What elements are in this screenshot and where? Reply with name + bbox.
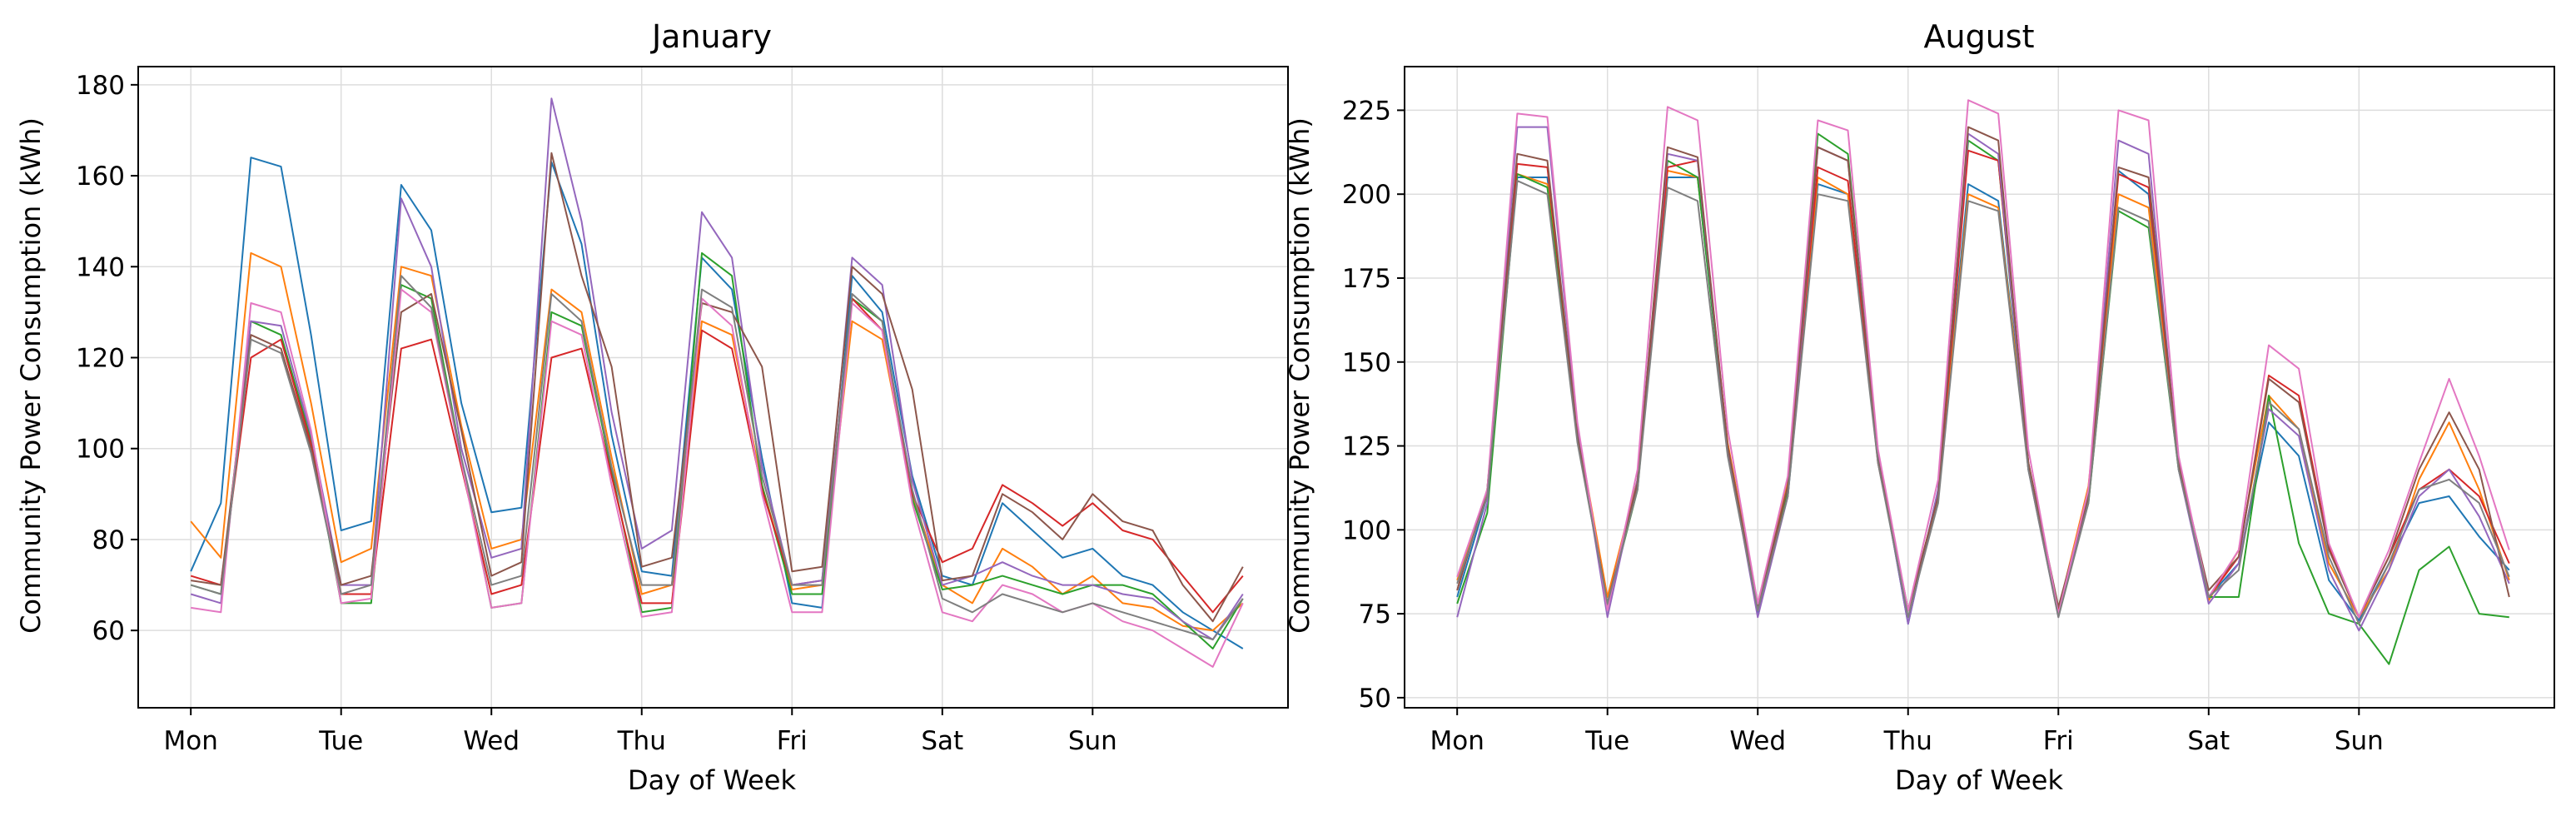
x-tick-label: Mon xyxy=(1430,726,1484,756)
january-chart: January Day of Week Community Power Cons… xyxy=(15,18,1289,796)
series-line-4 xyxy=(190,97,1244,641)
y-tick-label: 100 xyxy=(1342,515,1391,545)
y-tick-label: 80 xyxy=(92,525,125,555)
y-tick-label: 180 xyxy=(76,71,125,101)
grid xyxy=(1405,67,2554,708)
x-tick-label: Tue xyxy=(1584,726,1629,756)
y-tick-label: 75 xyxy=(1359,600,1391,629)
plot-lines xyxy=(1456,99,2510,665)
chart-title: August xyxy=(1924,18,2035,55)
y-axis-label: Community Power Consumption (kWh) xyxy=(15,117,47,634)
series-line-7 xyxy=(190,275,1244,641)
series-line-1 xyxy=(190,251,1244,632)
y-tick-label: 100 xyxy=(76,435,125,465)
x-ticks: Mon Tue Wed Thu Fri Sat Sun xyxy=(1430,708,2384,756)
y-tick-label: 175 xyxy=(1342,264,1391,294)
x-axis-label: Day of Week xyxy=(1895,764,2064,796)
y-tick-label: 120 xyxy=(76,344,125,374)
plot-lines xyxy=(190,97,1244,668)
x-axis-label: Day of Week xyxy=(628,764,797,796)
y-tick-label: 60 xyxy=(92,616,125,646)
plot-frame xyxy=(1404,66,2555,709)
y-tick-label: 225 xyxy=(1342,96,1391,126)
x-tick-label: Mon xyxy=(163,726,217,756)
x-tick-label: Wed xyxy=(1729,726,1786,756)
series-line-6 xyxy=(1456,99,2510,619)
plot-frame xyxy=(137,66,1289,709)
series-line-5 xyxy=(191,152,1244,623)
x-tick-label: Sat xyxy=(921,726,963,756)
y-ticks: 60 80 100 120 140 160 180 xyxy=(76,71,138,646)
y-tick-label: 150 xyxy=(1342,348,1391,378)
x-tick-label: Sun xyxy=(2335,726,2384,756)
x-tick-label: Sat xyxy=(2187,726,2230,756)
y-ticks: 50 75 100 125 150 175 200 225 xyxy=(1342,96,1405,714)
series-line-3 xyxy=(190,297,1244,614)
chart-title: January xyxy=(650,18,772,55)
y-axis-label: Community Power Consumption (kWh) xyxy=(1284,117,1315,634)
x-tick-label: Wed xyxy=(463,726,520,756)
series-line-0 xyxy=(190,157,1244,649)
y-tick-label: 140 xyxy=(76,252,125,282)
x-tick-label: Thu xyxy=(1883,726,1932,756)
x-tick-label: Thu xyxy=(617,726,666,756)
y-tick-label: 50 xyxy=(1359,684,1391,714)
x-tick-label: Fri xyxy=(777,726,808,756)
series-line-2 xyxy=(190,251,1244,649)
series-line-7 xyxy=(1456,180,2510,625)
y-tick-label: 125 xyxy=(1342,432,1391,462)
x-tick-label: Fri xyxy=(2043,726,2074,756)
x-tick-label: Tue xyxy=(318,726,363,756)
y-tick-label: 200 xyxy=(1342,180,1391,210)
x-tick-label: Sun xyxy=(1068,726,1117,756)
y-tick-label: 160 xyxy=(76,162,125,192)
series-line-5 xyxy=(1456,126,2510,619)
x-ticks: Mon Tue Wed Thu Fri Sat Sun xyxy=(163,708,1117,756)
august-chart: August Day of Week Community Power Consu… xyxy=(1284,18,2555,796)
